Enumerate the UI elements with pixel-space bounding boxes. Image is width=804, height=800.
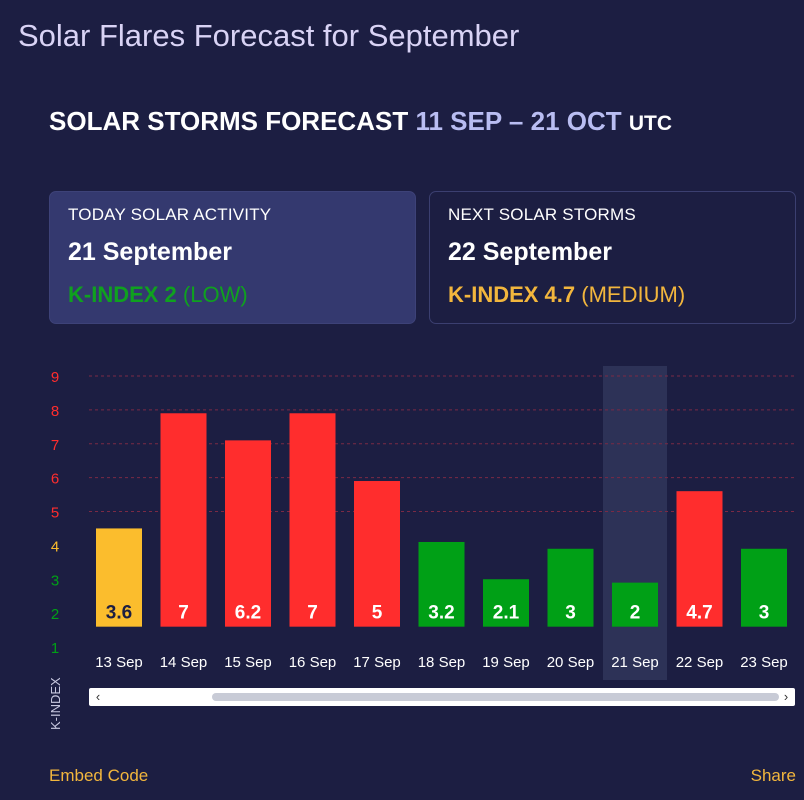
y-tick-label: 9 <box>51 369 59 386</box>
share-link[interactable]: Share <box>750 766 796 785</box>
y-tick-label: 3 <box>51 572 59 589</box>
bar-20-sep <box>547 548 594 627</box>
next-kindex: K-INDEX 4.7 (MEDIUM) <box>448 282 777 308</box>
bar-value-label: 2.1 <box>493 603 520 624</box>
bar-15-sep <box>225 440 271 627</box>
today-kindex: K-INDEX 2 (LOW) <box>68 282 397 308</box>
x-tick-label: 20 Sep <box>547 654 595 671</box>
highlight-band <box>603 366 667 680</box>
y-tick-label: 6 <box>51 471 59 488</box>
x-tick-label: 16 Sep <box>289 654 337 671</box>
forecast-date-range: 11 SEP – 21 OCT <box>415 106 622 136</box>
forecast-timezone: UTC <box>628 112 673 135</box>
forecast-heading: SOLAR STORMS FORECAST 11 SEP – 21 OCT UT… <box>49 106 672 137</box>
kindex-bar-chart: 1 2 3 4 5 6 7 8 9 3.6 13 Sep 7 14 Sep 6.2 15 Sep 7 16 Se… <box>0 360 804 700</box>
y-tick-label: 1 <box>51 640 59 657</box>
bar-value-label: 7 <box>307 603 318 624</box>
scroll-right-icon[interactable]: › <box>783 689 789 704</box>
bar-13-sep <box>96 528 142 627</box>
y-tick-label: 7 <box>51 437 59 454</box>
bar-value-label: 6.2 <box>235 603 261 624</box>
bar-value-label: 3 <box>565 603 576 624</box>
y-tick-label: 4 <box>51 538 59 555</box>
bar-value-label: 5 <box>372 603 383 624</box>
bar-21-sep <box>612 582 658 627</box>
chart-scrollbar[interactable]: ‹ › <box>89 688 795 706</box>
next-storms-label: NEXT SOLAR STORMS <box>448 205 636 224</box>
y-axis-title: K-INDEX <box>48 677 63 730</box>
page-title: Solar Flares Forecast for September <box>18 18 520 53</box>
bar-16-sep <box>289 413 336 627</box>
scroll-left-icon[interactable]: ‹ <box>95 689 101 704</box>
x-tick-label: 17 Sep <box>353 654 401 671</box>
scrollbar-thumb[interactable] <box>212 693 779 701</box>
x-tick-label: 22 Sep <box>676 654 724 671</box>
today-activity-date: 21 September <box>68 238 232 266</box>
bar-22-sep <box>676 491 723 627</box>
y-tick-label: 8 <box>51 403 59 420</box>
bar-value-label: 2 <box>630 603 641 624</box>
next-kindex-value: K-INDEX 4.7 <box>448 282 576 307</box>
bar-value-label: 3.2 <box>428 603 454 624</box>
bar-value-label: 4.7 <box>686 603 712 624</box>
next-storms-card: NEXT SOLAR STORMS 22 September K-INDEX 4… <box>429 191 796 324</box>
embed-code-link[interactable]: Embed Code <box>49 766 149 785</box>
x-tick-label: 13 Sep <box>95 654 143 671</box>
y-tick-label: 5 <box>51 505 59 522</box>
x-tick-label: 14 Sep <box>160 654 208 671</box>
bar-value-label: 7 <box>178 603 189 624</box>
today-kindex-value: K-INDEX 2 <box>68 282 177 307</box>
today-kindex-level: (LOW) <box>182 282 248 307</box>
chart-canvas: 1 2 3 4 5 6 7 8 9 3.6 13 Sep 7 14 Sep 6.2 15 Sep 7 16 Se… <box>51 366 796 680</box>
x-tick-label: 19 Sep <box>482 654 530 671</box>
bar-17-sep <box>354 481 400 627</box>
x-tick-label: 15 Sep <box>224 654 272 671</box>
bar-23-sep <box>741 548 787 627</box>
x-tick-label: 23 Sep <box>740 654 788 671</box>
next-storms-date: 22 September <box>448 238 612 266</box>
bar-value-label: 3.6 <box>106 603 132 624</box>
bar-value-label: 3 <box>759 603 770 624</box>
bar-19-sep <box>483 579 529 627</box>
x-tick-label: 21 Sep <box>611 654 659 671</box>
forecast-heading-main: SOLAR STORMS FORECAST <box>49 106 409 136</box>
x-tick-label: 18 Sep <box>418 654 466 671</box>
today-activity-card: TODAY SOLAR ACTIVITY 21 September K-INDE… <box>49 191 416 324</box>
next-kindex-level: (MEDIUM) <box>581 282 686 307</box>
bar-14-sep <box>160 413 207 627</box>
bar-18-sep <box>418 541 465 627</box>
y-tick-label: 2 <box>51 606 59 623</box>
today-activity-label: TODAY SOLAR ACTIVITY <box>68 205 272 224</box>
